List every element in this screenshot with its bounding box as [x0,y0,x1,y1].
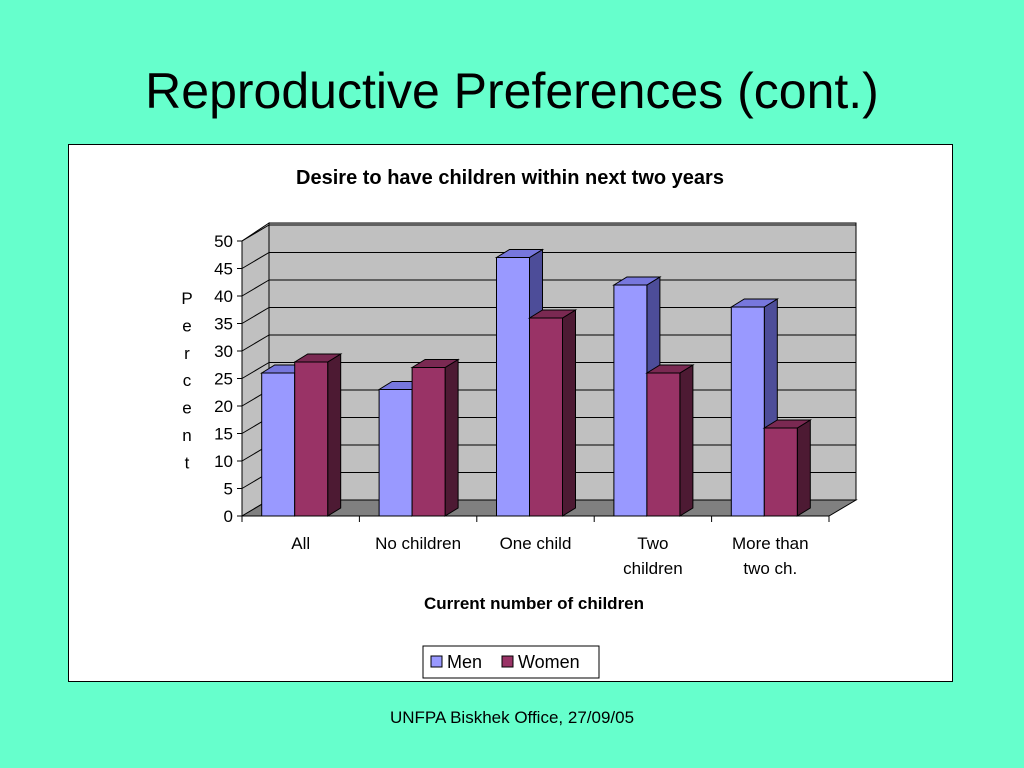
x-tick-label: More than two ch. [732,534,809,578]
gridline-side [241,307,270,324]
legend-swatch-women [501,655,514,668]
footer: UNFPA Biskhek Office, 27/09/05 [389,708,635,727]
bar-men [261,372,296,517]
legend-label-men: Men [447,652,482,672]
bar-women [529,317,563,517]
bars [259,248,813,517]
y-axis: 0 5 10 15 20 25 30 35 40 45 50 [214,232,243,526]
y-tick-label: 25 [214,370,233,389]
chart-frame: Desire to have children within next two … [68,144,953,682]
bar-women [646,372,681,517]
legend-swatch-men [430,655,443,668]
y-tick-label: 15 [214,425,233,444]
y-tick-label: 40 [214,287,233,306]
x-axis-label: Current number of children [424,594,644,613]
y-tick-label: 20 [214,397,233,416]
legend-label-women: Women [518,652,580,672]
y-tick-label: 0 [224,507,233,526]
y-tick-label: 35 [214,315,233,334]
x-axis: All No children One child Two children More t… [241,515,830,578]
y-tick-label: 10 [214,452,233,471]
gridline-side [241,334,270,352]
bar-side [327,353,342,517]
x-tick-label: Two children [623,534,683,578]
bar-men [613,284,648,517]
gridline-side [241,252,270,269]
bar-men [496,257,530,517]
y-tick-label: 30 [214,342,233,361]
slide-title: Reproductive Preferences (cont.) [145,63,879,119]
bar-men [730,306,765,517]
y-tick-label: 50 [214,232,233,251]
chart-svg: Desire to have children within next two … [181,167,858,679]
y-tick-label: 5 [224,480,233,499]
bar-women [411,367,446,517]
legend: Men Women [422,645,600,679]
x-tick-label: No children [375,534,461,553]
bar-side [679,364,694,517]
gridline-side [241,279,270,297]
gridline-side [241,224,270,242]
chart-title: Desire to have children within next two … [296,167,724,189]
bar-women [294,361,329,517]
x-tick-label: One child [500,534,572,553]
gridline-side [241,362,270,379]
bar-side [796,419,811,517]
x-tick-label: All [291,534,310,553]
bar-side [562,309,576,517]
bar-men [378,389,413,517]
bar-women [763,427,798,517]
y-tick-label: 45 [214,260,233,279]
bar-side [444,358,459,517]
